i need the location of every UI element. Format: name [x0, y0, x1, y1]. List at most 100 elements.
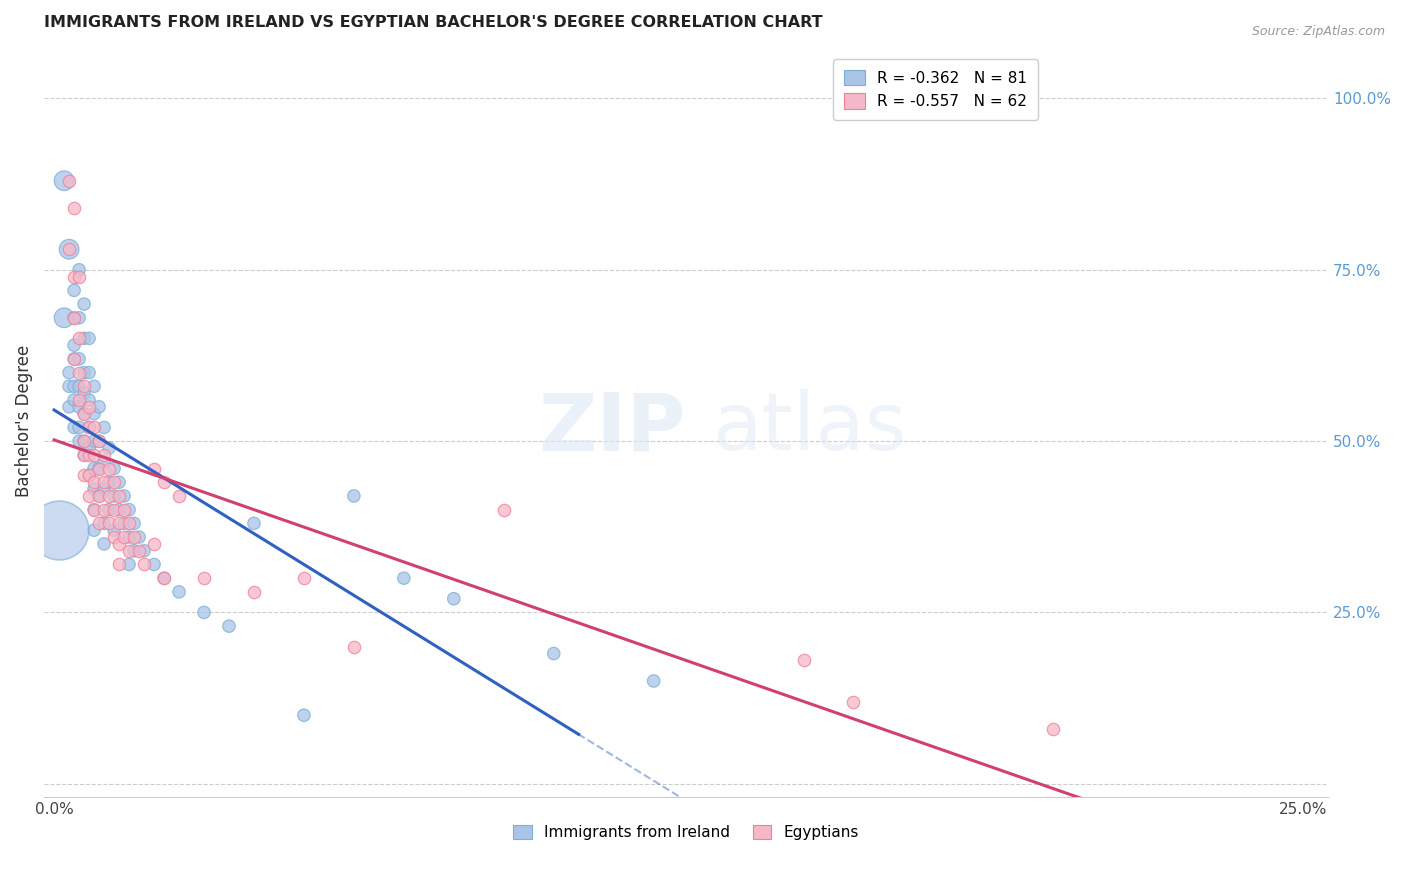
Point: [83, 434, 105, 449]
Point: [58, 242, 80, 256]
Point: [77, 392, 100, 407]
Point: [83, 379, 105, 393]
Point: [87, 489, 110, 503]
Point: [93, 516, 115, 531]
Point: [63, 420, 86, 434]
Y-axis label: Bachelor's Degree: Bachelor's Degree: [15, 344, 32, 497]
Point: [132, 558, 155, 572]
Point: [122, 516, 145, 531]
Point: [73, 448, 96, 462]
Point: [63, 310, 86, 325]
Point: [63, 338, 86, 352]
Point: [103, 530, 125, 544]
Point: [108, 489, 131, 503]
Point: [842, 694, 865, 708]
Text: ZIP: ZIP: [538, 389, 686, 467]
Point: [83, 502, 105, 516]
Point: [53, 174, 76, 188]
Point: [87, 461, 110, 475]
Point: [67, 351, 90, 366]
Point: [143, 461, 166, 475]
Point: [98, 516, 121, 531]
Point: [87, 461, 110, 475]
Point: [122, 543, 145, 558]
Point: [193, 606, 215, 620]
Point: [77, 448, 100, 462]
Point: [243, 585, 266, 599]
Point: [793, 653, 815, 667]
Point: [67, 392, 90, 407]
Point: [108, 558, 131, 572]
Point: [67, 400, 90, 414]
Point: [98, 502, 121, 516]
Point: [58, 242, 80, 256]
Point: [67, 310, 90, 325]
Point: [132, 543, 155, 558]
Point: [63, 351, 86, 366]
Point: [73, 434, 96, 449]
Point: [108, 516, 131, 531]
Point: [73, 366, 96, 380]
Point: [108, 475, 131, 490]
Point: [63, 392, 86, 407]
Point: [73, 407, 96, 421]
Point: [93, 537, 115, 551]
Point: [643, 673, 665, 688]
Point: [63, 379, 86, 393]
Point: [343, 640, 366, 654]
Point: [87, 400, 110, 414]
Point: [87, 434, 110, 449]
Point: [1042, 722, 1064, 736]
Point: [73, 468, 96, 483]
Point: [153, 571, 176, 585]
Point: [543, 647, 565, 661]
Point: [103, 502, 125, 516]
Point: [98, 475, 121, 490]
Point: [153, 475, 176, 490]
Point: [58, 379, 80, 393]
Point: [58, 400, 80, 414]
Point: [93, 420, 115, 434]
Point: [67, 420, 90, 434]
Point: [143, 537, 166, 551]
Point: [193, 571, 215, 585]
Point: [77, 400, 100, 414]
Point: [112, 489, 135, 503]
Point: [153, 571, 176, 585]
Point: [83, 502, 105, 516]
Point: [118, 516, 141, 531]
Point: [292, 708, 315, 723]
Point: [93, 455, 115, 469]
Point: [73, 407, 96, 421]
Point: [67, 379, 90, 393]
Point: [67, 366, 90, 380]
Point: [93, 482, 115, 496]
Point: [48, 523, 70, 537]
Point: [112, 516, 135, 531]
Point: [73, 448, 96, 462]
Point: [67, 262, 90, 277]
Point: [112, 530, 135, 544]
Point: [122, 530, 145, 544]
Point: [128, 543, 150, 558]
Text: Source: ZipAtlas.com: Source: ZipAtlas.com: [1251, 25, 1385, 38]
Point: [103, 475, 125, 490]
Point: [103, 523, 125, 537]
Point: [77, 441, 100, 455]
Point: [77, 420, 100, 434]
Point: [83, 461, 105, 475]
Point: [77, 331, 100, 345]
Point: [83, 448, 105, 462]
Point: [343, 489, 366, 503]
Point: [63, 269, 86, 284]
Point: [167, 585, 190, 599]
Point: [103, 489, 125, 503]
Point: [67, 269, 90, 284]
Point: [87, 489, 110, 503]
Point: [98, 461, 121, 475]
Point: [218, 619, 240, 633]
Point: [443, 591, 465, 606]
Point: [83, 475, 105, 490]
Point: [87, 434, 110, 449]
Point: [103, 461, 125, 475]
